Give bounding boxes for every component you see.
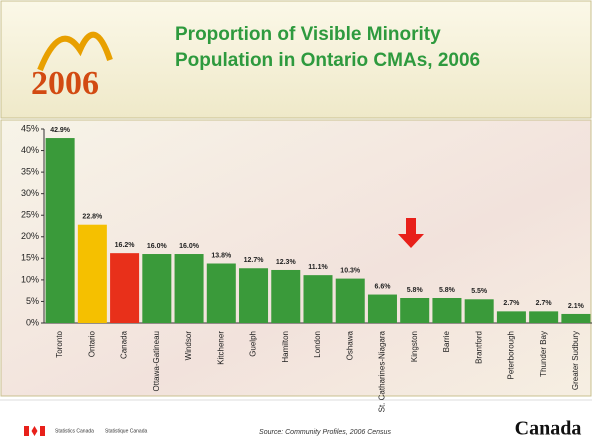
- y-tick-label: 40%: [21, 145, 39, 155]
- bar: [303, 275, 333, 323]
- wordmark: Canada: [515, 418, 582, 440]
- value-label: 6.6%: [374, 283, 391, 290]
- bar: [432, 297, 462, 323]
- bar: [45, 138, 75, 323]
- bar: [77, 224, 107, 323]
- value-label: 12.7%: [244, 257, 265, 264]
- x-tick-label: Kitchener: [216, 331, 225, 365]
- flag-bar: [40, 426, 45, 436]
- x-tick-label: Barrie: [442, 330, 451, 352]
- bar: [335, 278, 365, 323]
- flag-bar: [24, 426, 29, 436]
- bar: [206, 263, 236, 323]
- bar: [271, 269, 301, 323]
- bar: [464, 299, 494, 323]
- x-tick-label: Peterborough: [507, 331, 516, 379]
- y-tick-label: 20%: [21, 231, 39, 241]
- agency-fr: Statistique Canada: [105, 428, 147, 434]
- y-tick-label: 25%: [21, 210, 39, 220]
- x-tick-label: St. Catharines-Niagara: [378, 330, 387, 412]
- x-tick-label: Thunder Bay: [539, 331, 548, 377]
- bar: [174, 254, 204, 323]
- logo: 2006: [31, 31, 113, 102]
- y-tick-label: 45%: [21, 123, 39, 133]
- bar: [529, 311, 559, 323]
- value-label: 16.2%: [115, 242, 136, 249]
- y-tick-label: 30%: [21, 188, 39, 198]
- bar: [496, 311, 526, 323]
- bar: [400, 297, 430, 323]
- value-label: 16.0%: [179, 243, 200, 250]
- chart-title: Proportion of Visible Minority Population…: [175, 24, 480, 71]
- x-tick-label: Guelph: [249, 331, 258, 357]
- x-tick-label: London: [313, 331, 322, 358]
- value-label: 16.0%: [147, 243, 168, 250]
- x-tick-label: Windsor: [184, 331, 193, 361]
- x-tick-label: Oshawa: [345, 330, 354, 360]
- y-tick-label: 0%: [26, 317, 39, 327]
- value-label: 2.7%: [503, 300, 520, 307]
- x-tick-label: Hamilton: [281, 331, 290, 363]
- x-tick-label: Ottawa-Gatineau: [152, 331, 161, 391]
- flag: [24, 426, 45, 436]
- bar: [110, 253, 140, 323]
- value-label: 5.5%: [471, 288, 488, 295]
- source: Source: Community Profiles, 2006 Census: [259, 429, 391, 436]
- value-label: 5.8%: [407, 287, 424, 294]
- y-tick-label: 5%: [26, 296, 39, 306]
- x-tick-label: Canada: [120, 330, 129, 359]
- value-label: 11.1%: [308, 264, 328, 271]
- value-label: 2.1%: [568, 303, 585, 310]
- bar: [142, 254, 172, 323]
- y-tick-label: 15%: [21, 253, 39, 263]
- bar: [239, 268, 269, 323]
- x-tick-label: Kingston: [410, 331, 419, 362]
- value-label: 42.9%: [50, 127, 71, 134]
- bar: [561, 313, 591, 323]
- value-label: 12.3%: [276, 259, 297, 266]
- y-tick-label: 35%: [21, 166, 39, 176]
- arrow-annotation: [398, 218, 424, 248]
- value-label: 13.8%: [211, 252, 232, 259]
- y-tick-label: 10%: [21, 274, 39, 284]
- agency-en: Statistics Canada: [55, 428, 94, 434]
- value-label: 22.8%: [82, 214, 103, 221]
- header: [0, 0, 592, 119]
- flag-leaf: [31, 426, 38, 436]
- x-tick-label: Greater Sudbury: [571, 331, 580, 390]
- value-label: 5.8%: [439, 287, 456, 294]
- bar: [367, 294, 397, 323]
- logo-year: 2006: [31, 65, 99, 102]
- value-label: 2.7%: [536, 300, 553, 307]
- x-tick-label: Toronto: [55, 330, 64, 357]
- value-label: 10.3%: [340, 267, 361, 274]
- logo-figures: [37, 31, 113, 72]
- x-tick-label: Ontario: [87, 330, 96, 357]
- x-tick-label: Brantford: [474, 331, 483, 364]
